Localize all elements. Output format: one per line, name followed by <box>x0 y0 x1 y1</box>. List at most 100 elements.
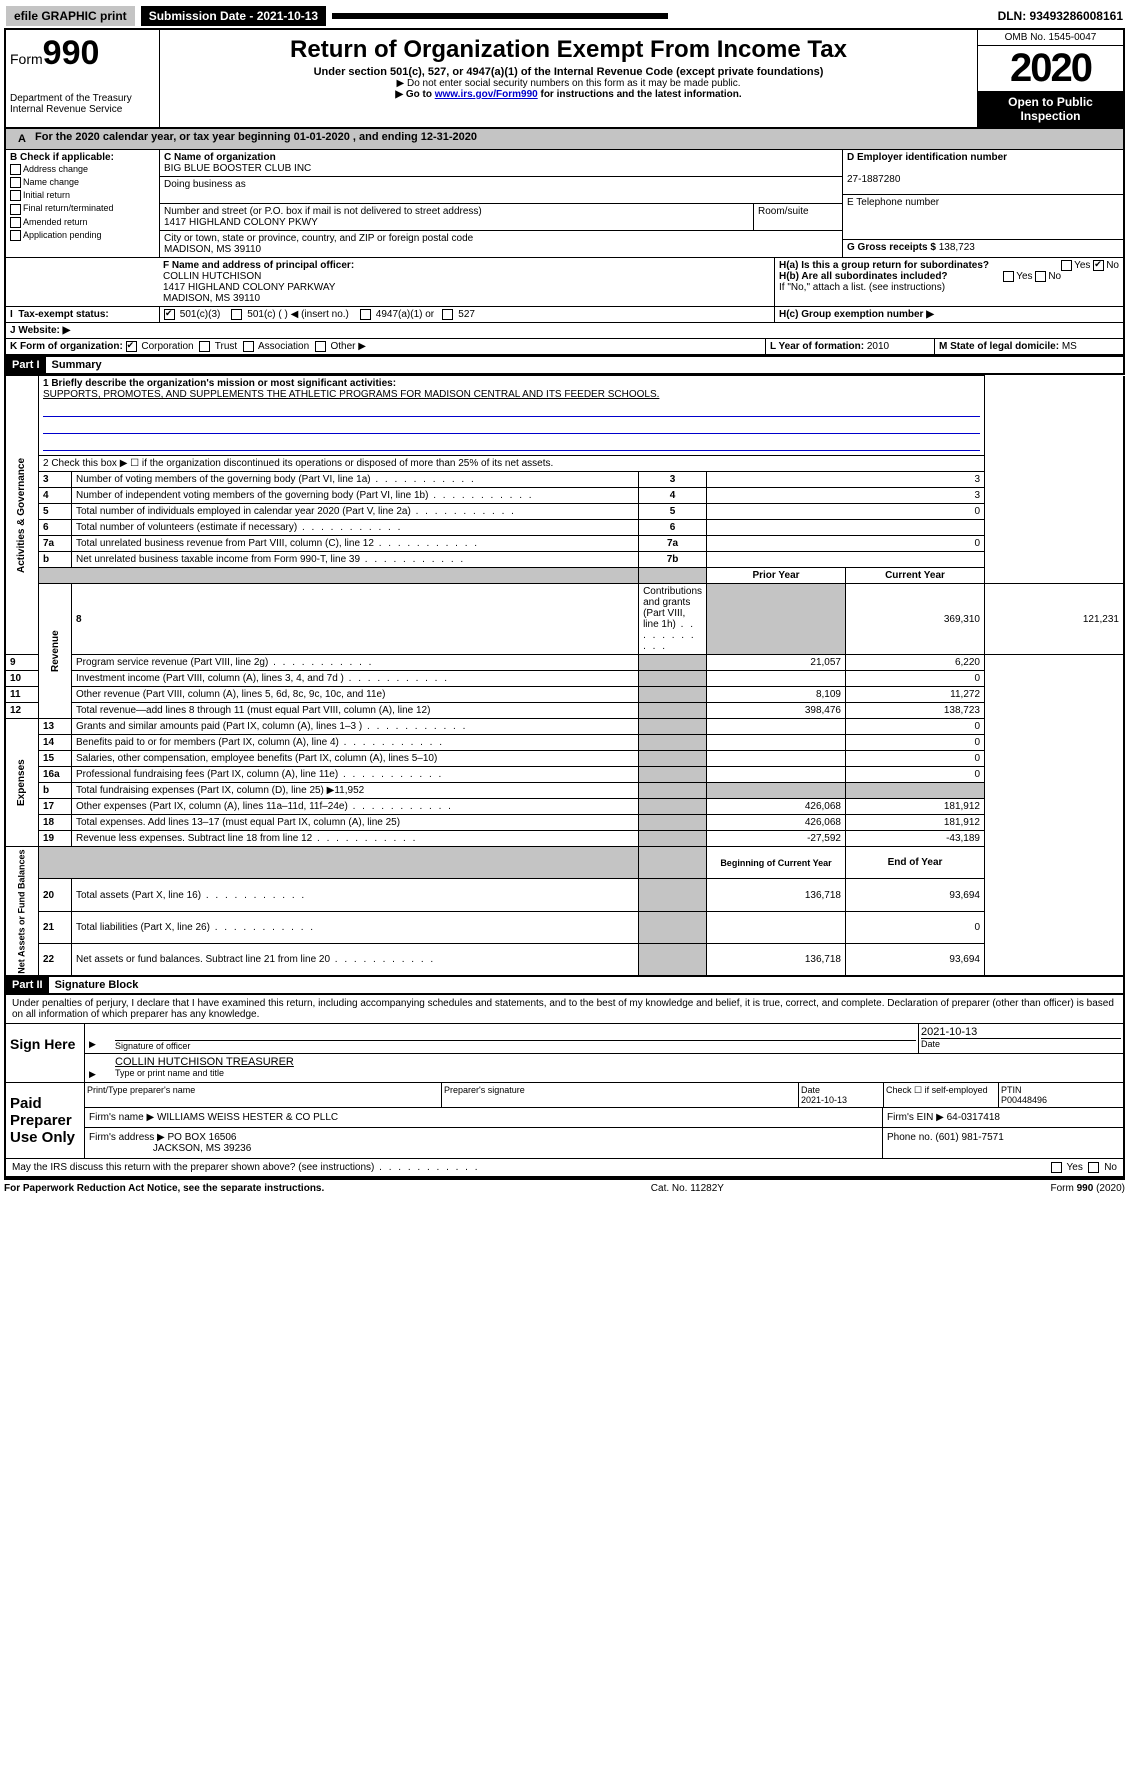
form-990-num: 990 <box>43 34 100 72</box>
discuss-yes[interactable] <box>1051 1162 1062 1173</box>
prep-sig-label: Preparer's signature <box>442 1083 799 1107</box>
mission-text: SUPPORTS, PROMOTES, AND SUPPLEMENTS THE … <box>43 389 659 400</box>
date-label: Date <box>921 1038 1121 1049</box>
gross-receipts: 138,723 <box>939 242 975 253</box>
dba-label: Doing business as <box>164 179 246 190</box>
form-prefix: Form <box>10 51 43 67</box>
opt-name[interactable]: Name change <box>10 176 155 189</box>
prep-date: 2021-10-13 <box>801 1095 847 1105</box>
officer-print-name: COLLIN HUTCHISON TREASURER <box>115 1056 1121 1068</box>
paid-prep-label: Paid Preparer Use Only <box>6 1083 85 1158</box>
addr-label: Number and street (or P.O. box if mail i… <box>164 206 482 217</box>
firm-addr: PO BOX 16506 <box>168 1132 237 1143</box>
b-label: B Check if applicable: <box>10 152 114 163</box>
d-label: D Employer identification number <box>847 152 1007 163</box>
sign-here-row: Sign Here Signature of officer 2021-10-1… <box>6 1024 1123 1083</box>
c-name-label: C Name of organization <box>164 152 276 163</box>
part2-tab: Part II <box>6 977 49 993</box>
submission-date[interactable]: Submission Date - 2021-10-13 <box>141 6 326 26</box>
irs-link[interactable]: www.irs.gov/Form990 <box>435 89 538 100</box>
fh-block: F Name and address of principal officer:… <box>4 258 1125 307</box>
sig-officer-label: Signature of officer <box>115 1040 916 1051</box>
side-revenue: Revenue <box>39 584 72 719</box>
irs-label: Internal Revenue Service <box>10 104 155 115</box>
blank-bar <box>332 13 668 19</box>
k-assoc: Association <box>258 341 309 352</box>
footer-left: For Paperwork Reduction Act Notice, see … <box>4 1183 324 1194</box>
k-other: Other ▶ <box>330 341 365 352</box>
opt-501c3: 501(c)(3) <box>180 309 221 320</box>
part1-title: Summary <box>46 359 102 371</box>
mission-line-2 <box>43 402 980 417</box>
dln: DLN: 93493286008161 <box>998 9 1123 23</box>
org-address: 1417 HIGHLAND COLONY PKWY <box>164 217 318 228</box>
side-expenses: Expenses <box>5 719 39 847</box>
signature-block: Under penalties of perjury, I declare th… <box>4 995 1125 1178</box>
k-label: K Form of organization: <box>10 341 123 352</box>
opt-501c: 501(c) ( ) ◀ (insert no.) <box>247 309 349 320</box>
summary-table: Activities & Governance 1 Briefly descri… <box>4 375 1125 977</box>
efile-btn[interactable]: efile GRAPHIC print <box>6 6 135 26</box>
part2-header: Part II Signature Block <box>4 977 1125 995</box>
year-formed: 2010 <box>867 341 889 352</box>
form-title: Return of Organization Exempt From Incom… <box>164 36 973 64</box>
opt-final[interactable]: Final return/terminated <box>10 202 155 215</box>
footer-mid: Cat. No. 11282Y <box>651 1183 724 1194</box>
self-employed-check[interactable]: Check ☐ if self-employed <box>884 1083 999 1107</box>
name-title-label: Type or print name and title <box>115 1068 1121 1078</box>
i-opts: 501(c)(3) 501(c) ( ) ◀ (insert no.) 4947… <box>160 307 775 322</box>
l-block: L Year of formation: 2010 <box>766 339 935 354</box>
opt-address[interactable]: Address change <box>10 163 155 176</box>
e-label: E Telephone number <box>847 197 939 208</box>
j-label: J Website: ▶ <box>6 323 1123 338</box>
phone-label: Phone no. <box>887 1132 933 1143</box>
row-3: 3Number of voting members of the governi… <box>5 472 1124 488</box>
penalty-text: Under penalties of perjury, I declare th… <box>6 995 1123 1024</box>
omb-number: OMB No. 1545-0047 <box>978 30 1123 46</box>
row-19: 19Revenue less expenses. Subtract line 1… <box>5 831 1124 847</box>
section-deg: D Employer identification number 27-1887… <box>843 150 1123 257</box>
opt-initial[interactable]: Initial return <box>10 189 155 202</box>
top-bar: efile GRAPHIC print Submission Date - 20… <box>4 4 1125 30</box>
chk-501c3[interactable] <box>164 309 175 320</box>
row-17: 17Other expenses (Part IX, column (A), l… <box>5 799 1124 815</box>
hb-label: H(b) Are all subordinates included? <box>779 271 948 282</box>
firm-name: WILLIAMS WEISS HESTER & CO PLLC <box>157 1112 338 1123</box>
header-left: Form990 Department of the Treasury Inter… <box>6 30 160 127</box>
org-city: MADISON, MS 39110 <box>164 244 261 255</box>
discuss-no[interactable] <box>1088 1162 1099 1173</box>
goto-post: for instructions and the latest informat… <box>538 89 742 100</box>
h-note: If "No," attach a list. (see instruction… <box>779 282 1119 293</box>
opt-amended[interactable]: Amended return <box>10 216 155 229</box>
section-h: H(a) Is this a group return for subordin… <box>775 258 1123 306</box>
form-number: Form990 <box>10 34 155 73</box>
ptin-value: P00448496 <box>1001 1095 1047 1105</box>
row-22: 22Net assets or fund balances. Subtract … <box>5 943 1124 976</box>
side-governance: Activities & Governance <box>5 376 39 655</box>
footer-right: Form 990 (2020) <box>1051 1183 1125 1194</box>
k-block: K Form of organization: Corporation Trus… <box>6 339 766 354</box>
opt-527: 527 <box>458 309 475 320</box>
row-4: 4Number of independent voting members of… <box>5 488 1124 504</box>
i-label: I Tax-exempt status: <box>6 307 160 322</box>
row-11: 11Other revenue (Part VIII, column (A), … <box>5 687 1124 703</box>
prep-name-label: Print/Type preparer's name <box>85 1083 442 1107</box>
f-spacer <box>6 258 159 306</box>
firm-name-label: Firm's name ▶ <box>89 1112 154 1123</box>
opt-4947: 4947(a)(1) or <box>376 309 434 320</box>
room-suite: Room/suite <box>753 204 842 230</box>
line-a: A <box>12 131 35 147</box>
m-block: M State of legal domicile: MS <box>935 339 1123 354</box>
entity-block: B Check if applicable: Address change Na… <box>4 150 1125 258</box>
row-21: 21Total liabilities (Part X, line 26)0 <box>5 911 1124 943</box>
opt-pending[interactable]: Application pending <box>10 229 155 242</box>
row-7a: 7aTotal unrelated business revenue from … <box>5 536 1124 552</box>
sig-date: 2021-10-13 <box>921 1026 1121 1038</box>
row-10: 10Investment income (Part VIII, column (… <box>5 671 1124 687</box>
arrow-icon-2 <box>85 1054 113 1082</box>
ha-label: H(a) Is this a group return for subordin… <box>779 260 989 271</box>
row-20: 20Total assets (Part X, line 16)136,7189… <box>5 879 1124 911</box>
header-mid: Return of Organization Exempt From Incom… <box>160 30 977 127</box>
note-ssn: ▶ Do not enter social security numbers o… <box>164 78 973 89</box>
row-9: 9Program service revenue (Part VIII, lin… <box>5 655 1124 671</box>
